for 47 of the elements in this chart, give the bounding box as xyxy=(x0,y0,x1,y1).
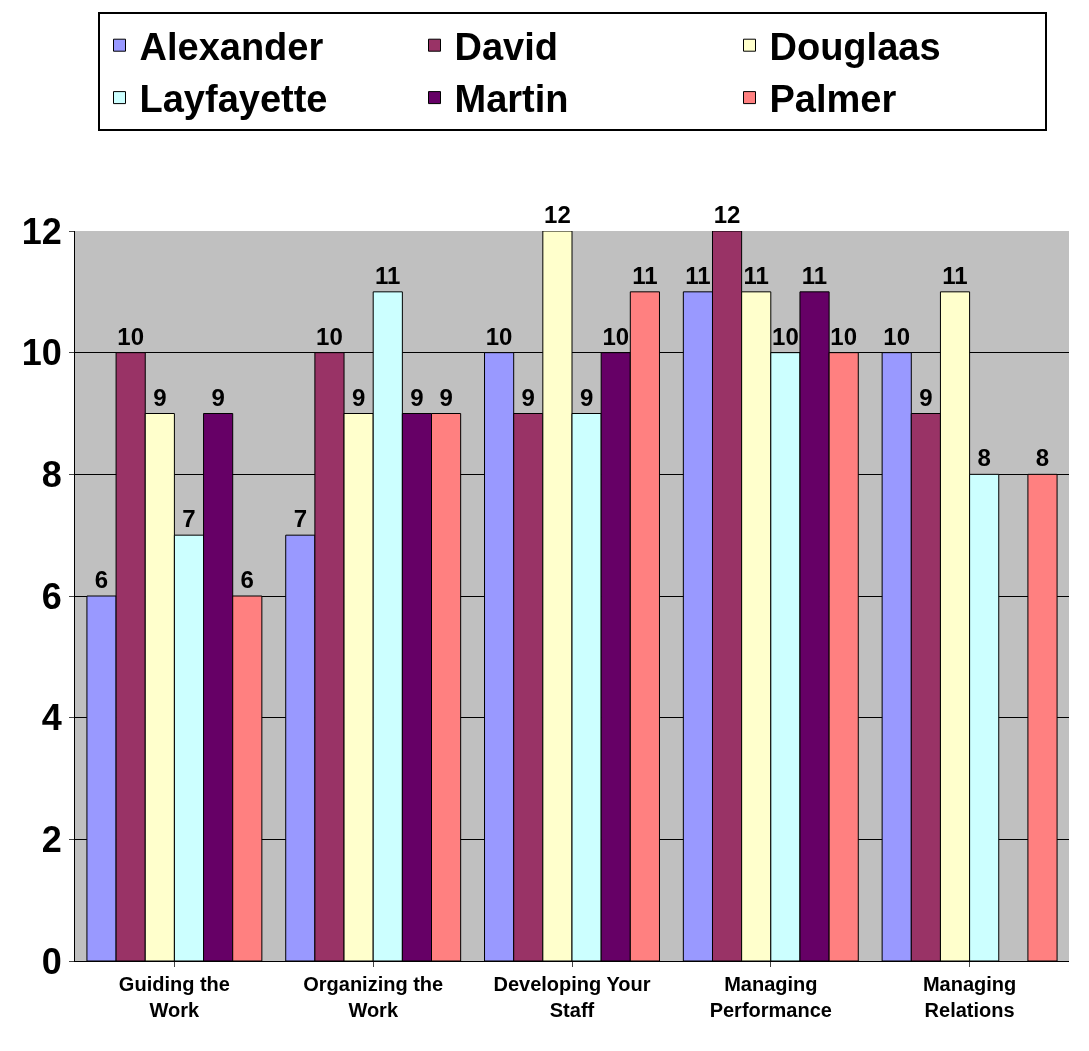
legend-label: Alexander xyxy=(139,26,324,69)
data-label: 10 xyxy=(485,322,513,350)
legend-label: David xyxy=(454,26,558,69)
data-label: 10 xyxy=(830,322,858,350)
y-tick-label: 4 xyxy=(41,697,62,739)
data-label: 11 xyxy=(743,261,769,289)
data-label: 9 xyxy=(439,383,453,411)
data-label: 10 xyxy=(602,322,630,350)
data-label: 9 xyxy=(153,383,167,411)
x-tick-label: Managing Relations xyxy=(922,973,1017,1021)
data-label: 8 xyxy=(1035,444,1050,472)
data-label: 11 xyxy=(685,261,711,289)
data-label: 9 xyxy=(351,383,366,411)
data-label: 6 xyxy=(94,566,109,593)
legend-label: Douglaas xyxy=(769,26,941,69)
data-label: 9 xyxy=(211,383,225,411)
data-label: 7 xyxy=(293,505,307,533)
legend-label: Martin xyxy=(454,78,569,121)
data-label: 12 xyxy=(544,201,571,228)
data-label: 10 xyxy=(883,322,911,350)
data-label: 10 xyxy=(117,322,145,350)
x-tick-label: Managing Performance xyxy=(709,973,832,1021)
data-label: 11 xyxy=(801,261,828,289)
x-tick-label: Organizing the Work xyxy=(303,973,444,1021)
data-label: 10 xyxy=(772,322,799,350)
data-label: 9 xyxy=(410,383,424,411)
data-label: 9 xyxy=(919,383,933,411)
y-tick-label: 0 xyxy=(41,940,62,982)
data-label: 11 xyxy=(942,261,968,289)
data-label: 10 xyxy=(316,322,343,350)
legend-label: Palmer xyxy=(769,78,897,121)
data-label: 9 xyxy=(521,383,535,411)
legend-label: Layfayette xyxy=(139,78,328,121)
y-tick-label: 2 xyxy=(41,818,62,860)
y-tick-label: 6 xyxy=(41,575,62,617)
x-tick-label: Developing Your Staff xyxy=(493,973,651,1021)
data-label: 6 xyxy=(240,566,254,593)
data-label: 11 xyxy=(632,261,658,289)
y-tick-label: 12 xyxy=(21,210,62,252)
data-label: 8 xyxy=(977,444,991,472)
y-tick-label: 10 xyxy=(21,332,62,374)
y-tick-label: 8 xyxy=(41,453,62,495)
data-label: 7 xyxy=(182,505,196,533)
x-tick-label: Guiding the Work xyxy=(118,973,230,1021)
data-label: 11 xyxy=(375,261,401,289)
data-label: 12 xyxy=(713,201,741,228)
data-label: 9 xyxy=(579,383,594,411)
